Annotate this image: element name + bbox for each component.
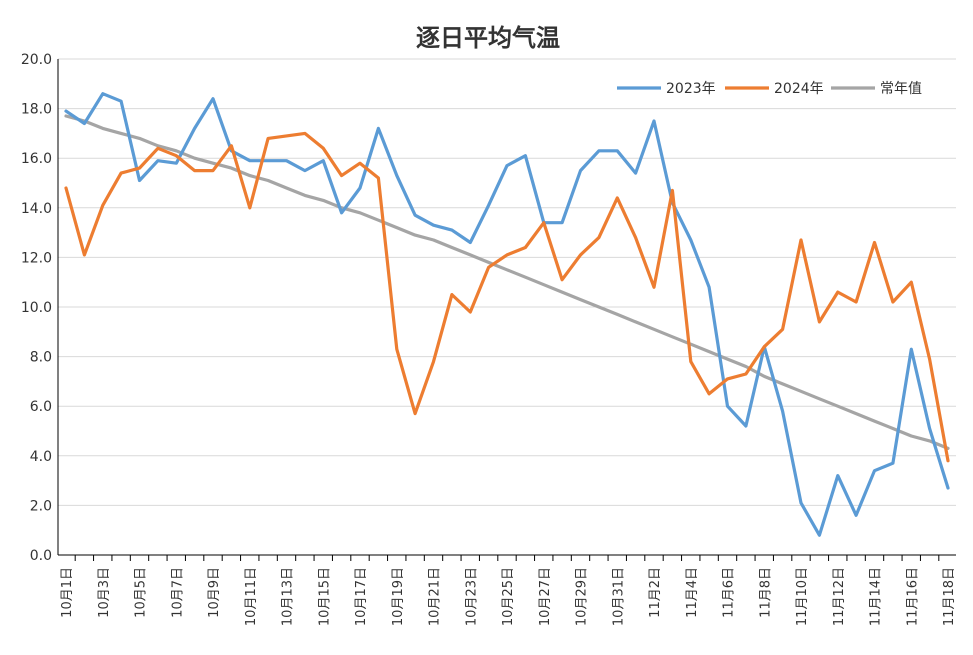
- y-tick-label: 4.0: [30, 449, 52, 465]
- y-tick-label: 20.0: [21, 52, 52, 68]
- x-tick-label: 10月5日: [134, 567, 149, 618]
- x-tick-label: 10月31日: [611, 567, 626, 626]
- x-tick-label: 11月14日: [869, 567, 884, 626]
- x-tick-label: 10月11日: [244, 567, 259, 626]
- x-tick-label: 11月16日: [905, 567, 920, 626]
- x-tick-label: 10月23日: [464, 567, 479, 626]
- series-line-1: [64, 92, 950, 537]
- chart-title: 逐日平均气温: [416, 23, 560, 52]
- legend: 2023年 2024年 常年值: [617, 81, 922, 97]
- x-tick-label: 10月13日: [281, 567, 296, 626]
- legend-label: 常年值: [880, 81, 922, 97]
- x-tick-label: 11月2日: [648, 567, 663, 618]
- x-tick-label: 10月15日: [317, 567, 332, 626]
- y-tick-label: 14.0: [21, 201, 52, 217]
- series-line-3: [64, 114, 950, 450]
- series-lines: [64, 92, 950, 537]
- x-tick-label: 10月21日: [428, 567, 443, 626]
- y-tick-label: 16.0: [21, 151, 52, 167]
- y-tick-label: 8.0: [30, 350, 52, 366]
- y-tick-label: 0.0: [30, 548, 52, 564]
- x-tick-label: 11月12日: [832, 567, 847, 626]
- x-tick-label: 11月18日: [942, 567, 957, 626]
- x-tick-label: 10月27日: [538, 567, 553, 626]
- x-tick-label: 11月10日: [795, 567, 810, 626]
- x-tick-label: 10月1日: [60, 567, 75, 618]
- x-tick-label: 10月29日: [575, 567, 590, 626]
- y-tick-label: 12.0: [21, 250, 52, 266]
- x-tick-label: 10月7日: [170, 567, 185, 618]
- x-tick-label: 10月19日: [391, 567, 406, 626]
- y-tick-label: 6.0: [30, 399, 52, 415]
- x-axis-ticks: 10月1日 10月3日 10月5日 10月7日 10月9日 10月11日 10月13日 10月…: [60, 555, 957, 626]
- legend-label: 2023年: [666, 81, 716, 97]
- x-tick-label: 10月3日: [97, 567, 112, 618]
- x-tick-label: 11月8日: [758, 567, 773, 618]
- x-tick-label: 11月6日: [722, 567, 737, 618]
- x-tick-label: 10月9日: [207, 567, 222, 618]
- legend-label: 2024年: [774, 81, 824, 97]
- y-tick-label: 10.0: [21, 300, 52, 316]
- x-tick-label: 11月4日: [685, 567, 700, 618]
- gridlines: [58, 58, 956, 506]
- x-tick-label: 10月17日: [354, 567, 369, 626]
- axes: [57, 59, 956, 556]
- y-tick-label: 18.0: [21, 102, 52, 118]
- x-tick-label: 10月25日: [501, 567, 516, 626]
- y-tick-label: 2.0: [30, 498, 52, 514]
- series-line-2: [64, 131, 950, 463]
- y-axis-ticks: 0.0 2.0 4.0 6.0 8.0 10.0 12.0 14.0 16.0 18.0 20.0: [21, 52, 52, 564]
